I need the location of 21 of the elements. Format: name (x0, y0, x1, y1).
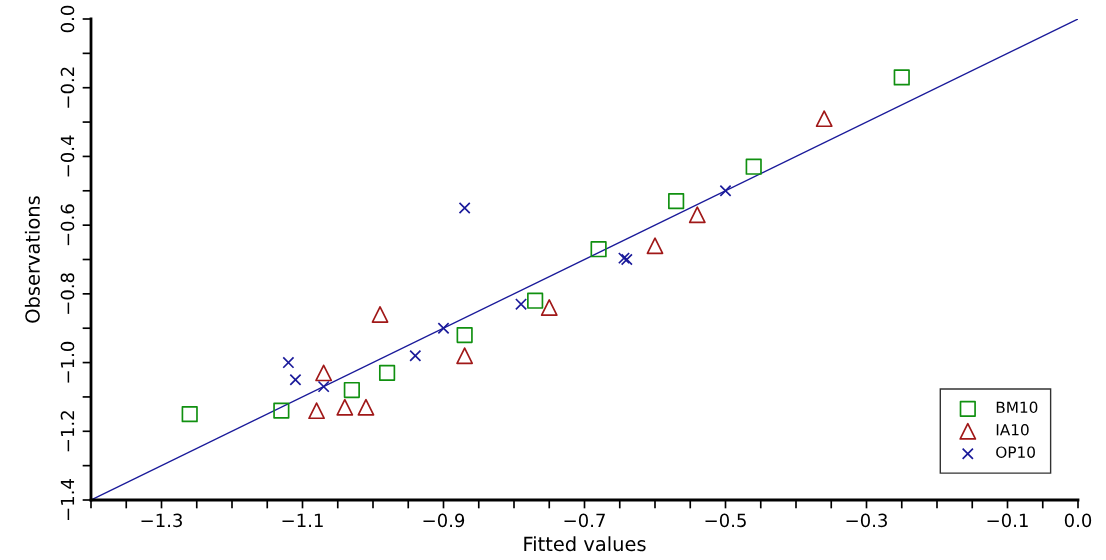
x-tick-label: −0.5 (705, 513, 746, 528)
y-tick-label: −0.2 (60, 67, 75, 108)
y-tick-label: −0.6 (60, 204, 75, 246)
legend-label: IA10 (996, 423, 1029, 436)
y-tick-label: −0.4 (60, 135, 75, 177)
x-tick-label: −0.3 (846, 513, 887, 528)
y-tick-label: 0.0 (60, 5, 75, 33)
y-tick-label: −1.2 (60, 411, 75, 452)
y-tick-label: −0.8 (60, 273, 75, 314)
x-tick-label: −1.1 (282, 513, 323, 527)
x-tick-label: 0.0 (1064, 513, 1092, 528)
x-axis-title: Fitted values (524, 536, 646, 552)
y-axis-title: Observations (24, 196, 40, 323)
x-tick-label: −0.7 (564, 513, 605, 528)
legend-label: OP10 (996, 446, 1035, 458)
y-tick-label: −1.4 (60, 479, 75, 521)
y-tick-label: −1.0 (60, 341, 75, 383)
x-tick-label: −0.9 (423, 513, 465, 528)
x-tick-label: −0.1 (987, 513, 1028, 528)
legend-label: BM10 (996, 401, 1038, 414)
x-tick-label: −1.3 (141, 513, 182, 528)
